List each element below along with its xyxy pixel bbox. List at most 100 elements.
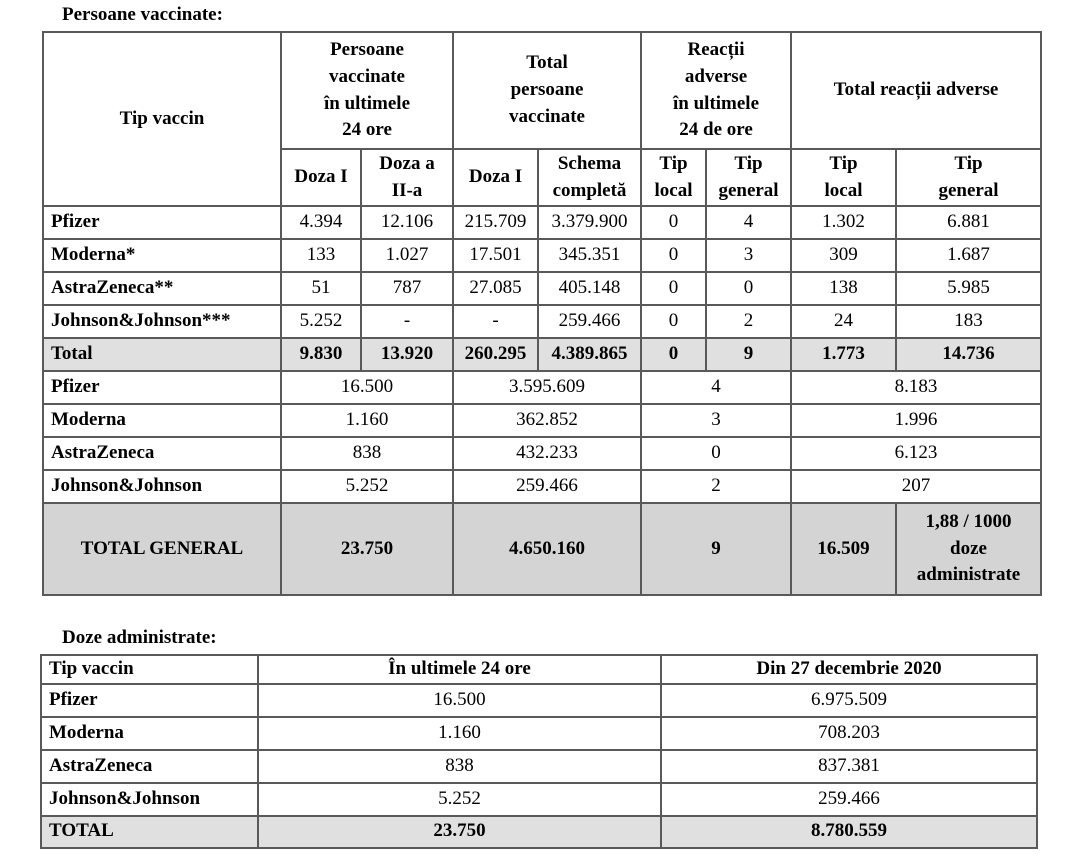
value-cell: 1.160 [280,403,454,438]
value-cell: 9 [705,337,793,372]
section1-title: Persoane vaccinate: [62,4,223,25]
value-cell: 16.509 [790,502,898,596]
value-cell: 3.595.609 [451,370,643,405]
total-row: TOTAL 23.750 8.780.559 [40,814,1038,849]
value-cell: 0 [640,205,708,240]
value-cell: 837.381 [660,748,1038,784]
vaccine-name-cell: Moderna* [42,238,282,273]
header-group-total-adverse: Total reacții adverse [790,31,1043,150]
value-cell: 259.466 [660,781,1038,817]
header-din-27-decembrie: Din 27 decembrie 2020 [660,654,1038,685]
value-cell: 3 [640,403,793,438]
vaccine-name-cell: AstraZeneca [42,436,282,471]
table-row: Pfizer 16.500 6.975.509 [40,682,1038,718]
total-general-label-cell: TOTAL GENERAL [42,502,282,596]
table-row: Johnson&Johnson*** 5.252 - - 259.466 0 2… [42,304,1043,339]
header-tip-vaccin: Tip vaccin [40,654,259,685]
value-cell: 260.295 [452,337,539,372]
value-cell: 259.466 [451,469,643,504]
table-row: AstraZeneca** 51 787 27.085 405.148 0 0 … [42,271,1043,306]
table-row-combined: Moderna 1.160 362.852 3 1.996 [42,403,1043,438]
header-tip-vaccin: Tip vaccin [42,31,282,207]
header-doza1-total: Doza I [452,148,539,207]
value-cell: 16.500 [257,682,662,718]
value-cell: 0 [640,304,708,339]
value-cell: 4.650.160 [451,502,643,596]
vaccine-name-cell: Moderna [42,403,282,438]
value-cell: 12.106 [360,205,454,240]
value-cell: 14.736 [895,337,1043,372]
section2-title: Doze administrate: [62,627,217,648]
value-cell: 1.687 [895,238,1043,273]
value-cell: 362.852 [451,403,643,438]
value-cell: 0 [640,436,793,471]
value-cell: 6.975.509 [660,682,1038,718]
table-row: Pfizer 4.394 12.106 215.709 3.379.900 0 … [42,205,1043,240]
value-cell: 6.881 [895,205,1043,240]
value-cell: 8.780.559 [660,814,1038,849]
header-group-adverse-24h: Reacții adverse în ultimele 24 de ore [640,31,793,150]
value-cell: 5.252 [280,304,362,339]
header-ultimele-24-ore: În ultimele 24 ore [257,654,662,685]
total-general-row: TOTAL GENERAL 23.750 4.650.160 9 16.509 … [42,502,1043,596]
value-cell: - [360,304,454,339]
table-row-combined: Johnson&Johnson 5.252 259.466 2 207 [42,469,1043,504]
table-row: AstraZeneca 838 837.381 [40,748,1038,784]
value-cell: 432.233 [451,436,643,471]
value-cell: 0 [705,271,793,306]
table-row: Johnson&Johnson 5.252 259.466 [40,781,1038,817]
header-row-sub: Doza I Doza a II-a Doza I Schema complet… [43,148,1043,207]
header-tip-local-total: Tip local [790,148,898,207]
value-cell: 2 [705,304,793,339]
vaccine-name-cell: Pfizer [40,682,259,718]
value-cell: 708.203 [660,715,1038,751]
value-cell: 23.750 [280,502,454,596]
vaccine-name-cell: Pfizer [42,370,282,405]
header-group-vaccinated-24h: Persoane vaccinate în ultimele 24 ore [280,31,454,150]
value-cell: 1.302 [790,205,898,240]
value-cell: 4 [640,370,793,405]
value-cell: 1.996 [790,403,1043,438]
value-cell: 133 [280,238,362,273]
value-cell: 1.773 [790,337,898,372]
value-cell: 24 [790,304,898,339]
vaccine-name-cell: AstraZeneca [40,748,259,784]
value-cell: 207 [790,469,1043,504]
total-row: Total 9.830 13.920 260.295 4.389.865 0 9… [42,337,1043,372]
value-cell: 13.920 [360,337,454,372]
value-cell: 0 [640,271,708,306]
value-cell: 4 [705,205,793,240]
header-tip-general-total: Tip general [895,148,1043,207]
value-cell: 138 [790,271,898,306]
value-cell: 5.252 [257,781,662,817]
vaccine-name-cell: Johnson&Johnson*** [42,304,282,339]
value-cell: 838 [280,436,454,471]
header-row-groups: Tip vaccin Persoane vaccinate în ultimel… [42,31,1043,207]
total-label-cell: TOTAL [40,814,259,849]
value-cell: 9 [640,502,793,596]
value-cell: 787 [360,271,454,306]
value-cell: 23.750 [257,814,662,849]
value-cell: 345.351 [536,238,643,273]
persoane-vaccinate-table: Tip vaccin Persoane vaccinate în ultimel… [42,31,1043,596]
value-cell: 0 [640,238,708,273]
total-label-cell: Total [42,337,282,372]
value-cell: 3 [705,238,793,273]
header-doza2-24h: Doza a II-a [360,148,454,207]
value-cell: 0 [640,337,708,372]
value-cell: 16.500 [280,370,454,405]
table-row: Moderna 1.160 708.203 [40,715,1038,751]
rate-per-doses-cell: 1,88 / 1000 doze administrate [895,502,1043,596]
value-cell: 259.466 [536,304,643,339]
value-cell: 27.085 [452,271,539,306]
value-cell: 215.709 [452,205,539,240]
value-cell: 183 [895,304,1043,339]
value-cell: 5.252 [280,469,454,504]
value-cell: 6.123 [790,436,1043,471]
value-cell: - [452,304,539,339]
header-tip-general-24h: Tip general [705,148,793,207]
value-cell: 4.394 [280,205,362,240]
vaccine-name-cell: Moderna [40,715,259,751]
value-cell: 4.389.865 [536,337,643,372]
header-group-total-vaccinated: Total persoane vaccinate [451,31,643,150]
